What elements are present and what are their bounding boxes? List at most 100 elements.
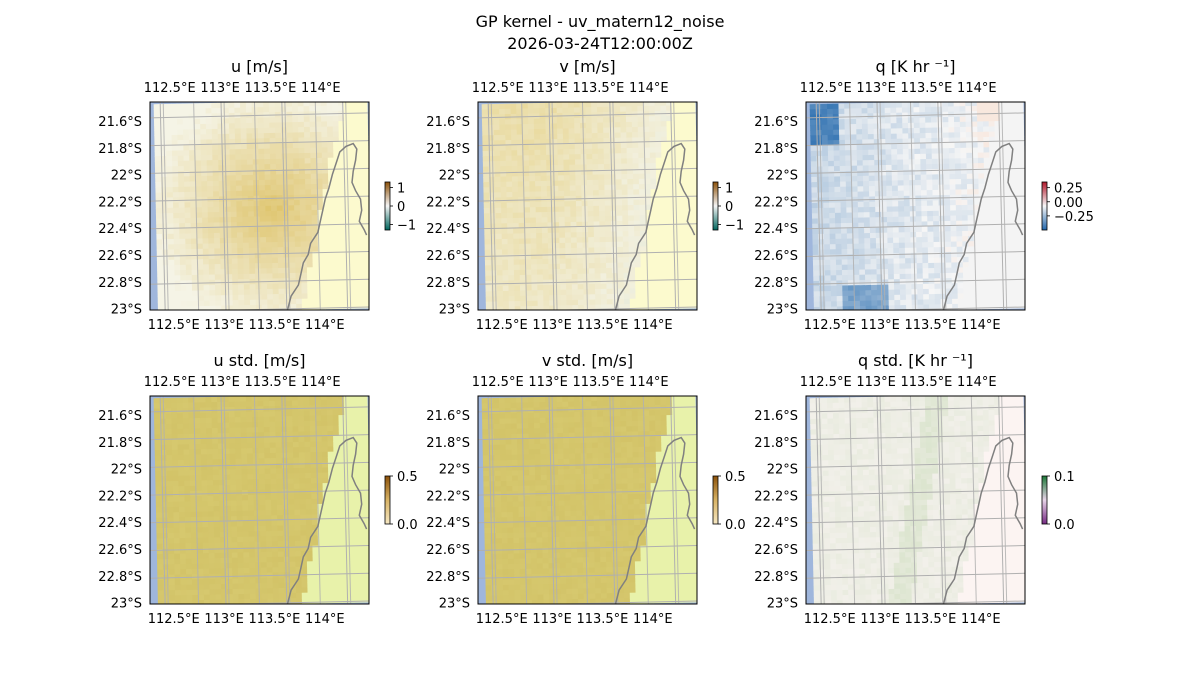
lat-tick-label: 22°S xyxy=(111,169,142,184)
grid-line-lat xyxy=(478,140,697,147)
figure-title-line1: GP kernel - uv_matern12_noise xyxy=(476,12,725,32)
map-field xyxy=(806,396,1025,604)
grid-line-lon xyxy=(670,102,677,310)
lat-tick-label: 21.6°S xyxy=(754,115,798,130)
grid-line-lat xyxy=(806,517,1025,524)
colorbar-tick-label: −1 xyxy=(725,218,744,233)
lat-tick-label: 21.6°S xyxy=(98,115,142,130)
grid-line-lat xyxy=(150,572,369,579)
grid-line-lat xyxy=(150,461,369,468)
lon-tick-label-top: 113.5°E xyxy=(572,375,624,390)
grid-line-lat xyxy=(806,461,1025,468)
lon-tick-label-top: 112.5°E xyxy=(472,375,524,390)
grid-line-lat xyxy=(150,112,369,119)
grid-line-lat xyxy=(806,278,1025,285)
panel-title: q [K hr ⁻¹] xyxy=(876,57,956,76)
lat-tick-label: 22°S xyxy=(767,169,798,184)
map-frame xyxy=(477,101,698,311)
lat-tick-label: 22.8°S xyxy=(98,570,142,585)
lat-tick-label: 23°S xyxy=(439,597,470,612)
grid-line-lon xyxy=(159,396,166,604)
grid-line-lat xyxy=(150,434,369,441)
lat-tick-label: 22.4°S xyxy=(426,222,470,237)
colorbar-tick-label: 0 xyxy=(397,200,405,215)
colorbar-tick-label: 0.00 xyxy=(1054,196,1083,211)
lat-tick-label: 22.2°S xyxy=(754,489,798,504)
grid-line-lat xyxy=(150,489,369,496)
grid-line-lat xyxy=(806,545,1025,552)
colorbar: 0.5 0.0 xyxy=(384,470,418,533)
grid-line-lat xyxy=(478,251,697,258)
grid-line-lat xyxy=(478,434,697,441)
lat-tick-label: 22.6°S xyxy=(754,249,798,264)
lat-tick-label: 23°S xyxy=(111,303,142,318)
grid-line-lat xyxy=(150,406,369,413)
grid-line-lon xyxy=(876,102,883,310)
grid-line-lat xyxy=(150,545,369,552)
map-field xyxy=(150,102,369,310)
grid-line-lon xyxy=(159,102,166,310)
lon-tick-label-top: 113.5°E xyxy=(900,81,952,96)
lat-tick-label: 21.8°S xyxy=(754,142,798,157)
grid-line-lat xyxy=(478,517,697,524)
lat-tick-label: 23°S xyxy=(767,303,798,318)
lat-tick-label: 22.4°S xyxy=(98,222,142,237)
colorbar-bar xyxy=(384,181,391,231)
grid-line-lat xyxy=(478,489,697,496)
grid-line-lon xyxy=(609,396,616,604)
colorbar-tick-label: −0.25 xyxy=(1054,210,1094,225)
gridlines xyxy=(150,396,369,604)
lon-tick-label-bottom: 113.5°E xyxy=(248,318,300,333)
lon-tick-label-top: 113°E xyxy=(528,375,568,390)
lon-tick-label-bottom: 113°E xyxy=(204,612,244,627)
lon-tick-label-bottom: 113.5°E xyxy=(904,612,956,627)
grid-line-lon xyxy=(220,102,227,310)
grid-line-lat xyxy=(806,434,1025,441)
lat-tick-label: 22.6°S xyxy=(754,543,798,558)
lon-tick-label-bottom: 113.5°E xyxy=(248,612,300,627)
lon-tick-label-bottom: 114°E xyxy=(305,318,345,333)
lat-tick-label: 21.6°S xyxy=(426,115,470,130)
lat-tick-label: 21.8°S xyxy=(98,436,142,451)
lat-tick-label: 22.4°S xyxy=(754,222,798,237)
map-frame xyxy=(477,395,698,605)
grid-line-lon xyxy=(815,102,822,310)
colorbar-tick-label: 0.0 xyxy=(397,518,418,533)
grid-line-lon xyxy=(487,102,494,310)
colorbar-bar xyxy=(712,181,719,231)
lon-tick-label-bottom: 113.5°E xyxy=(576,612,628,627)
lat-tick-label: 21.8°S xyxy=(754,436,798,451)
lon-tick-label-bottom: 113.5°E xyxy=(576,318,628,333)
heatmap-cells xyxy=(809,396,1025,604)
colorbar: 0.5 0.0 xyxy=(712,470,746,533)
heatmap-cells xyxy=(153,102,369,310)
grid-line-lon xyxy=(609,102,616,310)
map-frame xyxy=(149,101,370,311)
coastline xyxy=(614,436,696,604)
grid-line-lon xyxy=(876,396,883,604)
lat-tick-label: 23°S xyxy=(111,597,142,612)
grid-line-lat xyxy=(806,195,1025,202)
grid-line-lat xyxy=(150,251,369,258)
lat-tick-label: 22°S xyxy=(439,463,470,478)
lat-tick-label: 22.2°S xyxy=(754,195,798,210)
grid-line-lon xyxy=(548,102,555,310)
colorbar-bar xyxy=(384,475,391,525)
lat-tick-label: 22°S xyxy=(767,463,798,478)
panel-title: q std. [K hr ⁻¹] xyxy=(858,351,973,370)
lon-tick-label-top: 112.5°E xyxy=(472,81,524,96)
grid-line-lat xyxy=(478,195,697,202)
colorbar: 1 0 −1 xyxy=(384,181,416,233)
grid-line-lon xyxy=(937,102,944,310)
grid-line-lat xyxy=(150,195,369,202)
heatmap-cells xyxy=(481,396,697,604)
map-frame xyxy=(805,395,1026,605)
grid-line-lon xyxy=(281,396,288,604)
lon-tick-label-top: 113°E xyxy=(200,81,240,96)
grid-line-lon xyxy=(342,396,349,604)
coastline xyxy=(942,142,1024,310)
colorbar-tick-label: 0.1 xyxy=(1054,470,1075,485)
lat-tick-label: 21.8°S xyxy=(426,142,470,157)
lat-tick-label: 22.2°S xyxy=(426,489,470,504)
